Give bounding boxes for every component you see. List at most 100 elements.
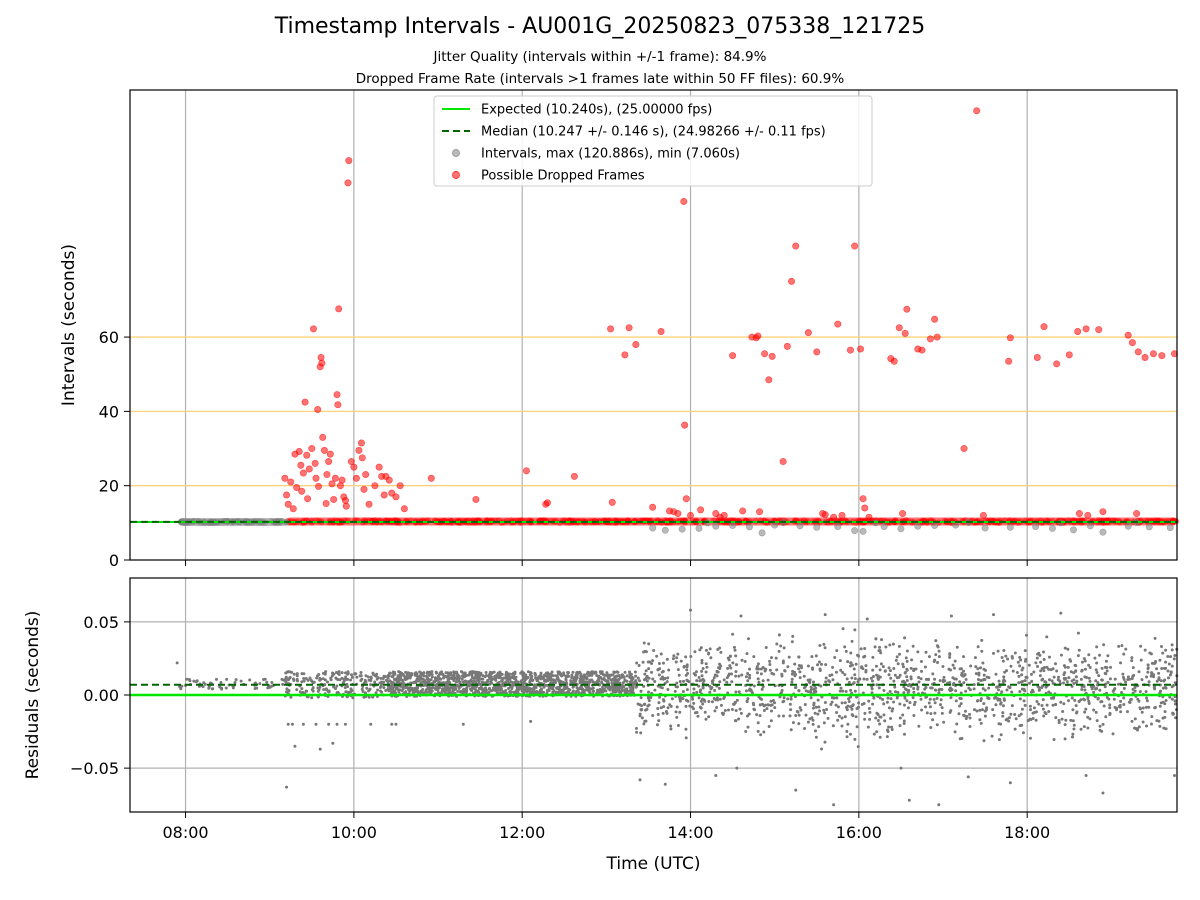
residual-point	[888, 669, 892, 673]
residual-point	[1010, 690, 1014, 694]
dropped-frame-point-52	[371, 482, 379, 490]
residual-point	[496, 674, 500, 678]
residual-point	[1018, 655, 1022, 659]
residual-point	[999, 702, 1003, 706]
residual-point	[760, 697, 764, 701]
residual-point	[309, 678, 313, 682]
residual-point	[840, 716, 844, 720]
residual-point	[1074, 664, 1078, 668]
residual-point	[1023, 703, 1027, 707]
residual-point	[923, 665, 927, 669]
residual-point	[666, 706, 670, 710]
residual-point	[692, 707, 696, 711]
residual-point	[713, 688, 717, 692]
residual-point	[445, 675, 449, 679]
residual-point	[862, 655, 866, 659]
residual-outlier-20	[714, 773, 718, 777]
residual-point	[726, 666, 730, 670]
residual-point	[1139, 658, 1143, 662]
residual-point	[1062, 702, 1066, 706]
residual-point	[905, 649, 909, 653]
residual-point	[846, 660, 850, 664]
residual-outlier-8	[327, 722, 331, 726]
residual-point	[1105, 696, 1109, 700]
residual-point	[973, 656, 977, 660]
residual-point	[1032, 670, 1036, 674]
residual-point	[749, 688, 753, 692]
residual-point	[769, 709, 773, 713]
residual-point	[855, 725, 859, 729]
residual-point	[809, 688, 813, 692]
residual-point	[504, 680, 508, 684]
residual-point	[1084, 707, 1088, 711]
dropped-frame-point-79	[681, 421, 689, 429]
residual-point	[1104, 672, 1108, 676]
residual-point	[820, 695, 824, 699]
residual-point	[542, 678, 546, 682]
residual-point	[1104, 659, 1108, 663]
residual-point	[675, 656, 679, 660]
residual-point	[764, 646, 768, 650]
dropped-frame-point-98	[792, 242, 800, 250]
dropped-frame-dense-point	[1027, 517, 1034, 524]
residual-point	[471, 686, 475, 690]
residual-point	[626, 689, 630, 693]
residual-point	[1062, 681, 1066, 685]
residual-point	[723, 708, 727, 712]
residual-point	[324, 687, 328, 691]
residual-point	[1168, 695, 1172, 699]
dropped-frame-dense-point	[383, 517, 390, 524]
residual-point	[579, 674, 583, 678]
residual-point	[898, 652, 902, 656]
dropped-frame-point-123	[960, 445, 968, 453]
residual-point	[1122, 678, 1126, 682]
residual-point	[1087, 663, 1091, 667]
dropped-frame-point-15	[308, 445, 316, 453]
residual-point	[555, 686, 559, 690]
residual-point	[539, 687, 543, 691]
residual-point	[436, 686, 440, 690]
residual-point	[410, 671, 414, 675]
residual-point	[834, 703, 838, 707]
residual-point	[438, 671, 442, 675]
residual-point	[934, 653, 938, 657]
residual-point	[1083, 688, 1087, 692]
residual-point	[843, 715, 847, 719]
residual-point	[835, 649, 839, 653]
residual-point	[874, 664, 878, 668]
residual-point	[726, 691, 730, 695]
residual-point	[535, 690, 539, 694]
residual-point	[718, 662, 722, 666]
residual-point	[1111, 732, 1115, 736]
residual-point	[775, 668, 779, 672]
dropped-frame-point-77	[674, 510, 682, 518]
residual-point	[1094, 679, 1098, 683]
residual-point	[761, 679, 765, 683]
residual-point	[757, 695, 761, 699]
residual-point	[633, 670, 637, 674]
residual-point	[1079, 698, 1083, 702]
residual-point	[1061, 710, 1065, 714]
residual-point	[361, 690, 365, 694]
residual-point	[453, 676, 457, 680]
residual-point	[958, 704, 962, 708]
residual-point	[996, 649, 1000, 653]
residual-point	[300, 687, 304, 691]
dropped-frame-point-122	[933, 333, 941, 341]
chart-subtitle-jitter: Jitter Quality (intervals within +/-1 fr…	[433, 49, 767, 65]
residual-point	[1070, 735, 1074, 739]
residual-point	[798, 676, 802, 680]
residual-point	[1173, 699, 1177, 703]
residual-point	[780, 688, 784, 692]
dropped-frame-point-85	[720, 511, 728, 519]
residual-point	[774, 656, 778, 660]
residual-outlier-12	[369, 722, 373, 726]
residual-point	[588, 691, 592, 695]
residual-outlier-5	[301, 722, 305, 726]
dropped-frame-point-59	[392, 493, 400, 501]
residual-point	[888, 716, 892, 720]
residual-point	[564, 691, 568, 695]
residual-point	[615, 674, 619, 678]
residual-point	[856, 745, 860, 749]
residual-point	[421, 688, 425, 692]
